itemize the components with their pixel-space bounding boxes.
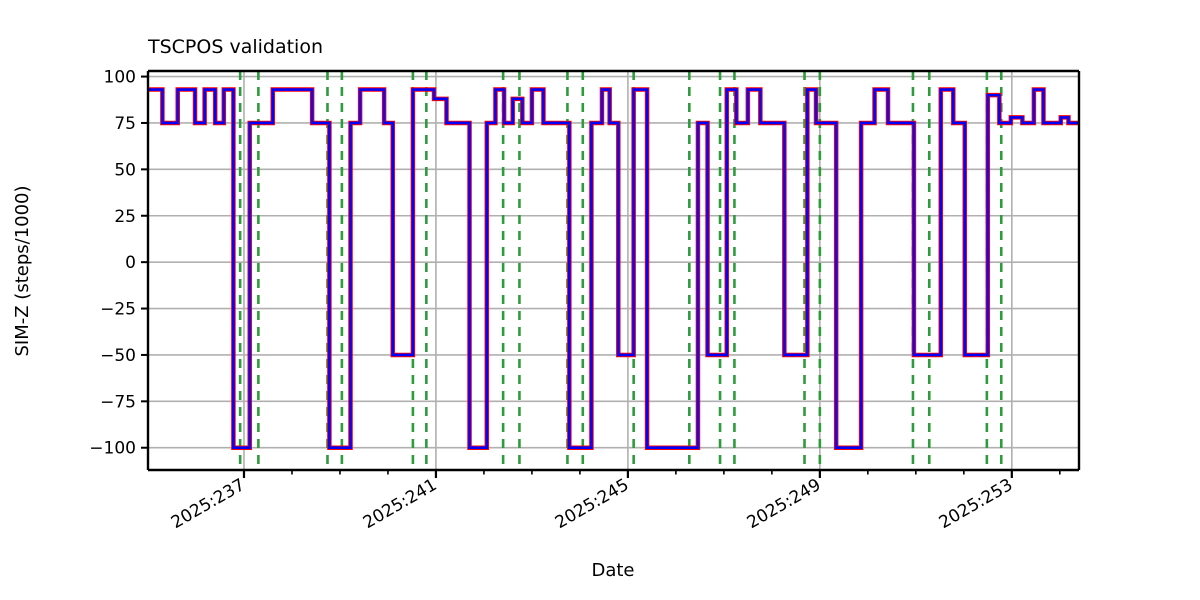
y-tick-label: 100 [104,68,136,88]
chart-title: TSCPOS validation [147,36,323,58]
grid-lines [148,71,1079,470]
y-tick-label: −50 [100,346,136,366]
x-axis-title: Date [591,560,634,581]
y-axis-title: SIM-Z (steps/1000) [12,185,33,356]
y-tick-label: −25 [100,300,136,320]
axes-spines [146,69,1081,472]
y-tick-label: 75 [114,114,136,134]
data-series-layer [148,87,1079,450]
y-tick-label: 50 [114,160,136,180]
axis-ticks [141,75,1061,478]
y-tick-label: 25 [114,207,136,227]
y-tick-label: −75 [100,392,136,412]
series-line-model [148,88,1079,450]
y-tick-label: −100 [89,439,136,459]
y-tick-label: 0 [125,253,136,273]
